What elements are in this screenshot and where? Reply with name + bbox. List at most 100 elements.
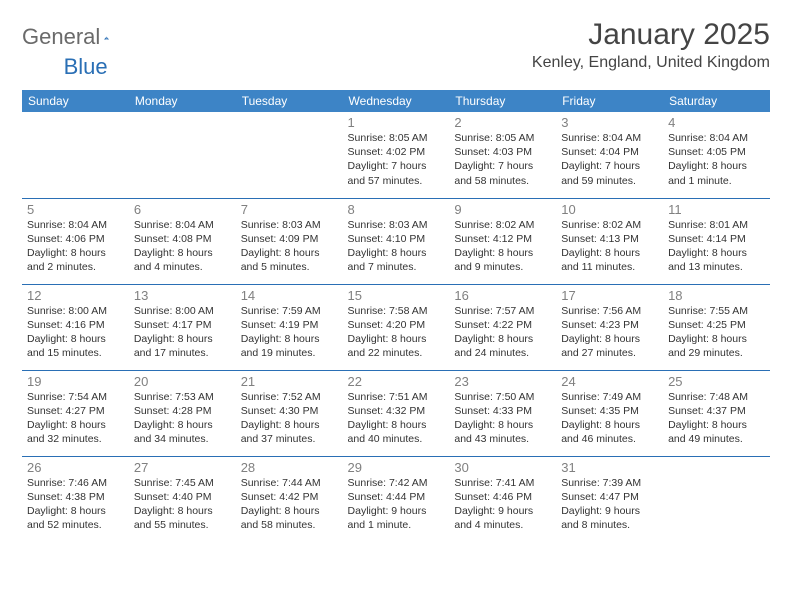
cell-line: Daylight: 8 hours [27, 332, 124, 346]
cell-line: and 9 minutes. [454, 260, 551, 274]
cell-line: Sunset: 4:05 PM [668, 145, 765, 159]
cell-line: and 43 minutes. [454, 432, 551, 446]
day-number: 4 [668, 115, 765, 130]
day-number: 2 [454, 115, 551, 130]
calendar-cell: 24Sunrise: 7:49 AMSunset: 4:35 PMDayligh… [556, 370, 663, 456]
day-number: 16 [454, 288, 551, 303]
cell-line: Sunset: 4:14 PM [668, 232, 765, 246]
calendar-cell: 25Sunrise: 7:48 AMSunset: 4:37 PMDayligh… [663, 370, 770, 456]
cell-line: Sunset: 4:44 PM [348, 490, 445, 504]
calendar-cell: 29Sunrise: 7:42 AMSunset: 4:44 PMDayligh… [343, 456, 450, 542]
cell-line: Sunset: 4:17 PM [134, 318, 231, 332]
cell-line: Daylight: 8 hours [561, 332, 658, 346]
day-number: 10 [561, 202, 658, 217]
cell-line: and 7 minutes. [348, 260, 445, 274]
title-block: January 2025 Kenley, England, United Kin… [532, 18, 770, 72]
cell-line: Sunrise: 8:04 AM [27, 218, 124, 232]
day-number: 19 [27, 374, 124, 389]
calendar-cell [22, 112, 129, 198]
cell-line: Sunrise: 8:01 AM [668, 218, 765, 232]
cell-line: Sunset: 4:32 PM [348, 404, 445, 418]
cell-line: Sunset: 4:25 PM [668, 318, 765, 332]
calendar-cell: 4Sunrise: 8:04 AMSunset: 4:05 PMDaylight… [663, 112, 770, 198]
cell-line: and 19 minutes. [241, 346, 338, 360]
cell-line: and 17 minutes. [134, 346, 231, 360]
day-number: 12 [27, 288, 124, 303]
day-number: 26 [27, 460, 124, 475]
day-number: 30 [454, 460, 551, 475]
cell-line: Sunrise: 7:53 AM [134, 390, 231, 404]
cell-line: Daylight: 8 hours [561, 418, 658, 432]
day-number: 20 [134, 374, 231, 389]
cell-line: Sunset: 4:13 PM [561, 232, 658, 246]
calendar-cell: 20Sunrise: 7:53 AMSunset: 4:28 PMDayligh… [129, 370, 236, 456]
cell-line: Sunrise: 8:03 AM [241, 218, 338, 232]
cell-line: Sunrise: 7:41 AM [454, 476, 551, 490]
day-number: 14 [241, 288, 338, 303]
cell-line: and 1 minute. [348, 518, 445, 532]
calendar-cell: 17Sunrise: 7:56 AMSunset: 4:23 PMDayligh… [556, 284, 663, 370]
cell-line: Daylight: 8 hours [454, 418, 551, 432]
cell-line: and 32 minutes. [27, 432, 124, 446]
calendar-row: 19Sunrise: 7:54 AMSunset: 4:27 PMDayligh… [22, 370, 770, 456]
cell-line: Sunrise: 8:05 AM [454, 131, 551, 145]
cell-line: Sunrise: 7:44 AM [241, 476, 338, 490]
cell-line: and 1 minute. [668, 174, 765, 188]
cell-line: Daylight: 9 hours [454, 504, 551, 518]
calendar-cell: 11Sunrise: 8:01 AMSunset: 4:14 PMDayligh… [663, 198, 770, 284]
cell-line: and 59 minutes. [561, 174, 658, 188]
cell-line: and 8 minutes. [561, 518, 658, 532]
cell-line: Daylight: 8 hours [241, 504, 338, 518]
cell-line: Daylight: 8 hours [348, 246, 445, 260]
cell-line: Sunrise: 7:52 AM [241, 390, 338, 404]
cell-line: Daylight: 8 hours [668, 332, 765, 346]
calendar-cell: 16Sunrise: 7:57 AMSunset: 4:22 PMDayligh… [449, 284, 556, 370]
day-number: 25 [668, 374, 765, 389]
cell-line: Sunset: 4:33 PM [454, 404, 551, 418]
calendar-cell: 31Sunrise: 7:39 AMSunset: 4:47 PMDayligh… [556, 456, 663, 542]
logo-sail-icon [104, 28, 109, 48]
logo-text-gray: General [22, 24, 100, 50]
cell-line: Sunrise: 8:02 AM [561, 218, 658, 232]
cell-line: Sunrise: 8:02 AM [454, 218, 551, 232]
cell-line: Daylight: 8 hours [668, 246, 765, 260]
cell-line: Daylight: 8 hours [241, 418, 338, 432]
cell-line: and 58 minutes. [241, 518, 338, 532]
cell-line: Sunset: 4:19 PM [241, 318, 338, 332]
cell-line: and 22 minutes. [348, 346, 445, 360]
day-number: 15 [348, 288, 445, 303]
cell-line: Sunrise: 7:57 AM [454, 304, 551, 318]
cell-line: and 34 minutes. [134, 432, 231, 446]
calendar-cell: 21Sunrise: 7:52 AMSunset: 4:30 PMDayligh… [236, 370, 343, 456]
calendar-cell [129, 112, 236, 198]
day-number: 28 [241, 460, 338, 475]
cell-line: Sunrise: 7:48 AM [668, 390, 765, 404]
day-number: 8 [348, 202, 445, 217]
cell-line: Daylight: 8 hours [454, 332, 551, 346]
cell-line: Daylight: 9 hours [348, 504, 445, 518]
cell-line: and 29 minutes. [668, 346, 765, 360]
day-number: 31 [561, 460, 658, 475]
calendar-cell: 26Sunrise: 7:46 AMSunset: 4:38 PMDayligh… [22, 456, 129, 542]
cell-line: Daylight: 8 hours [454, 246, 551, 260]
day-number: 18 [668, 288, 765, 303]
calendar-cell: 18Sunrise: 7:55 AMSunset: 4:25 PMDayligh… [663, 284, 770, 370]
day-header: Friday [556, 90, 663, 112]
cell-line: Daylight: 8 hours [27, 418, 124, 432]
cell-line: Daylight: 8 hours [348, 332, 445, 346]
cell-line: Daylight: 8 hours [134, 418, 231, 432]
calendar-cell: 6Sunrise: 8:04 AMSunset: 4:08 PMDaylight… [129, 198, 236, 284]
cell-line: Sunset: 4:30 PM [241, 404, 338, 418]
cell-line: Daylight: 8 hours [561, 246, 658, 260]
day-number: 29 [348, 460, 445, 475]
cell-line: Sunrise: 7:50 AM [454, 390, 551, 404]
cell-line: and 13 minutes. [668, 260, 765, 274]
cell-line: Sunrise: 7:56 AM [561, 304, 658, 318]
day-header: Wednesday [343, 90, 450, 112]
calendar-cell: 22Sunrise: 7:51 AMSunset: 4:32 PMDayligh… [343, 370, 450, 456]
cell-line: and 40 minutes. [348, 432, 445, 446]
cell-line: Sunset: 4:06 PM [27, 232, 124, 246]
cell-line: Sunset: 4:22 PM [454, 318, 551, 332]
cell-line: Sunrise: 8:04 AM [134, 218, 231, 232]
cell-line: Daylight: 7 hours [348, 159, 445, 173]
